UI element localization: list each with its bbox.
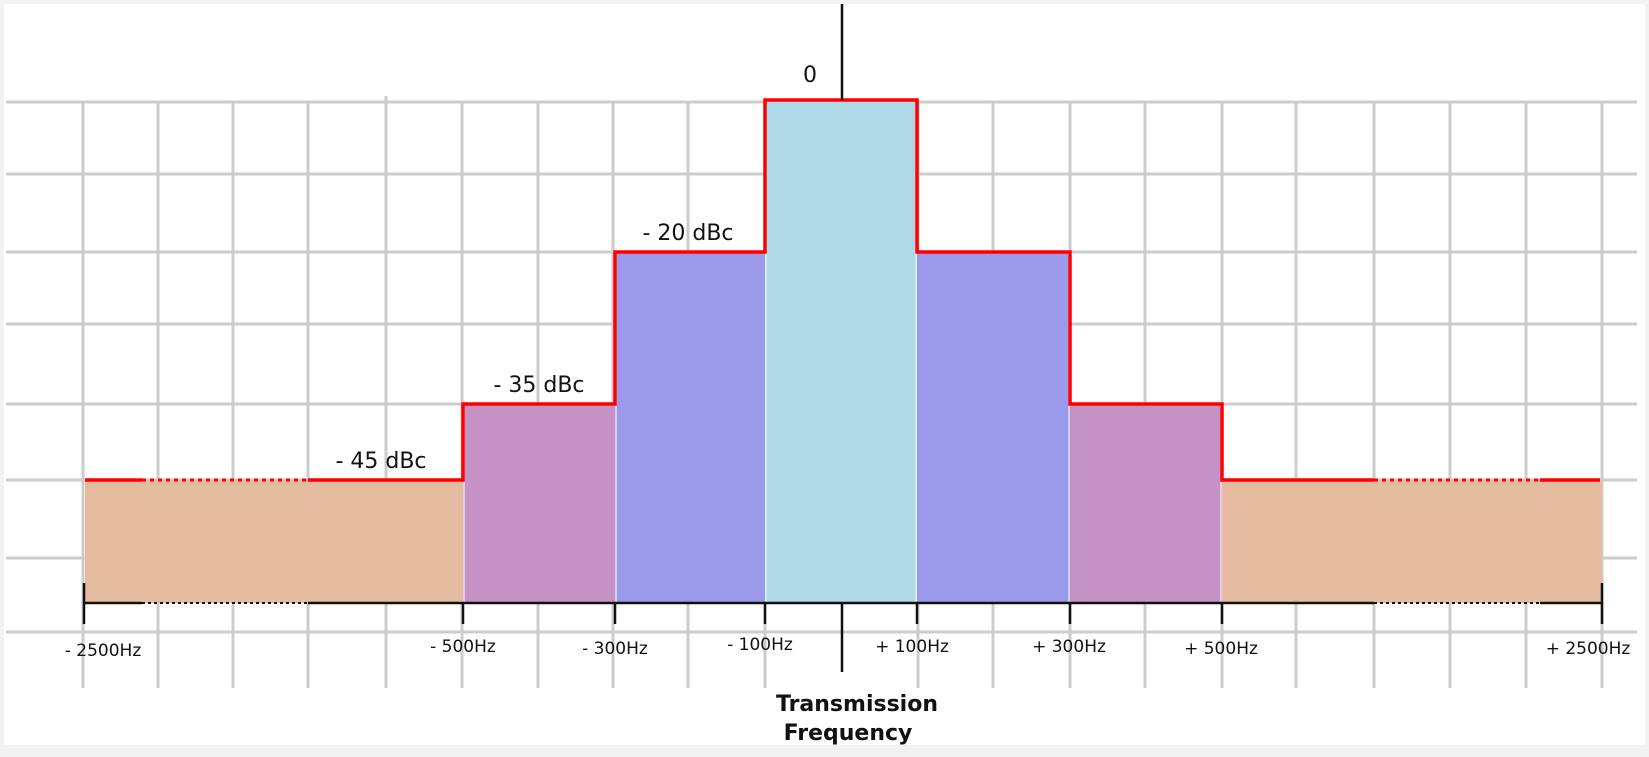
band-20dbc-right [917,252,1070,603]
tick-label: - 300Hz [582,639,648,659]
tick-label: + 500Hz [1184,639,1258,659]
band-45dbc-right [1222,480,1602,603]
carrier-band [765,100,917,603]
tick-label: + 2500Hz [1546,639,1631,659]
axis-title-line-2: Frequency [784,721,913,746]
band-45dbc-left [85,480,463,603]
tick-label: + 300Hz [1032,637,1106,657]
tick-label: - 100Hz [727,635,793,655]
level-label-45dbc: - 45 dBc [335,449,426,474]
band-35dbc-left [463,404,615,603]
band-35dbc-right [1070,404,1222,603]
level-label-35dbc: - 35 dBc [493,373,584,398]
axis-title-line-1: Transmission [776,692,938,717]
level-label-20dbc: - 20 dBc [642,221,733,246]
band-20dbc-left [615,252,765,603]
tick-label: - 2500Hz [65,641,142,661]
level-label-0: 0 [803,63,817,88]
tick-label: - 500Hz [430,637,496,657]
tick-label: + 100Hz [875,637,949,657]
